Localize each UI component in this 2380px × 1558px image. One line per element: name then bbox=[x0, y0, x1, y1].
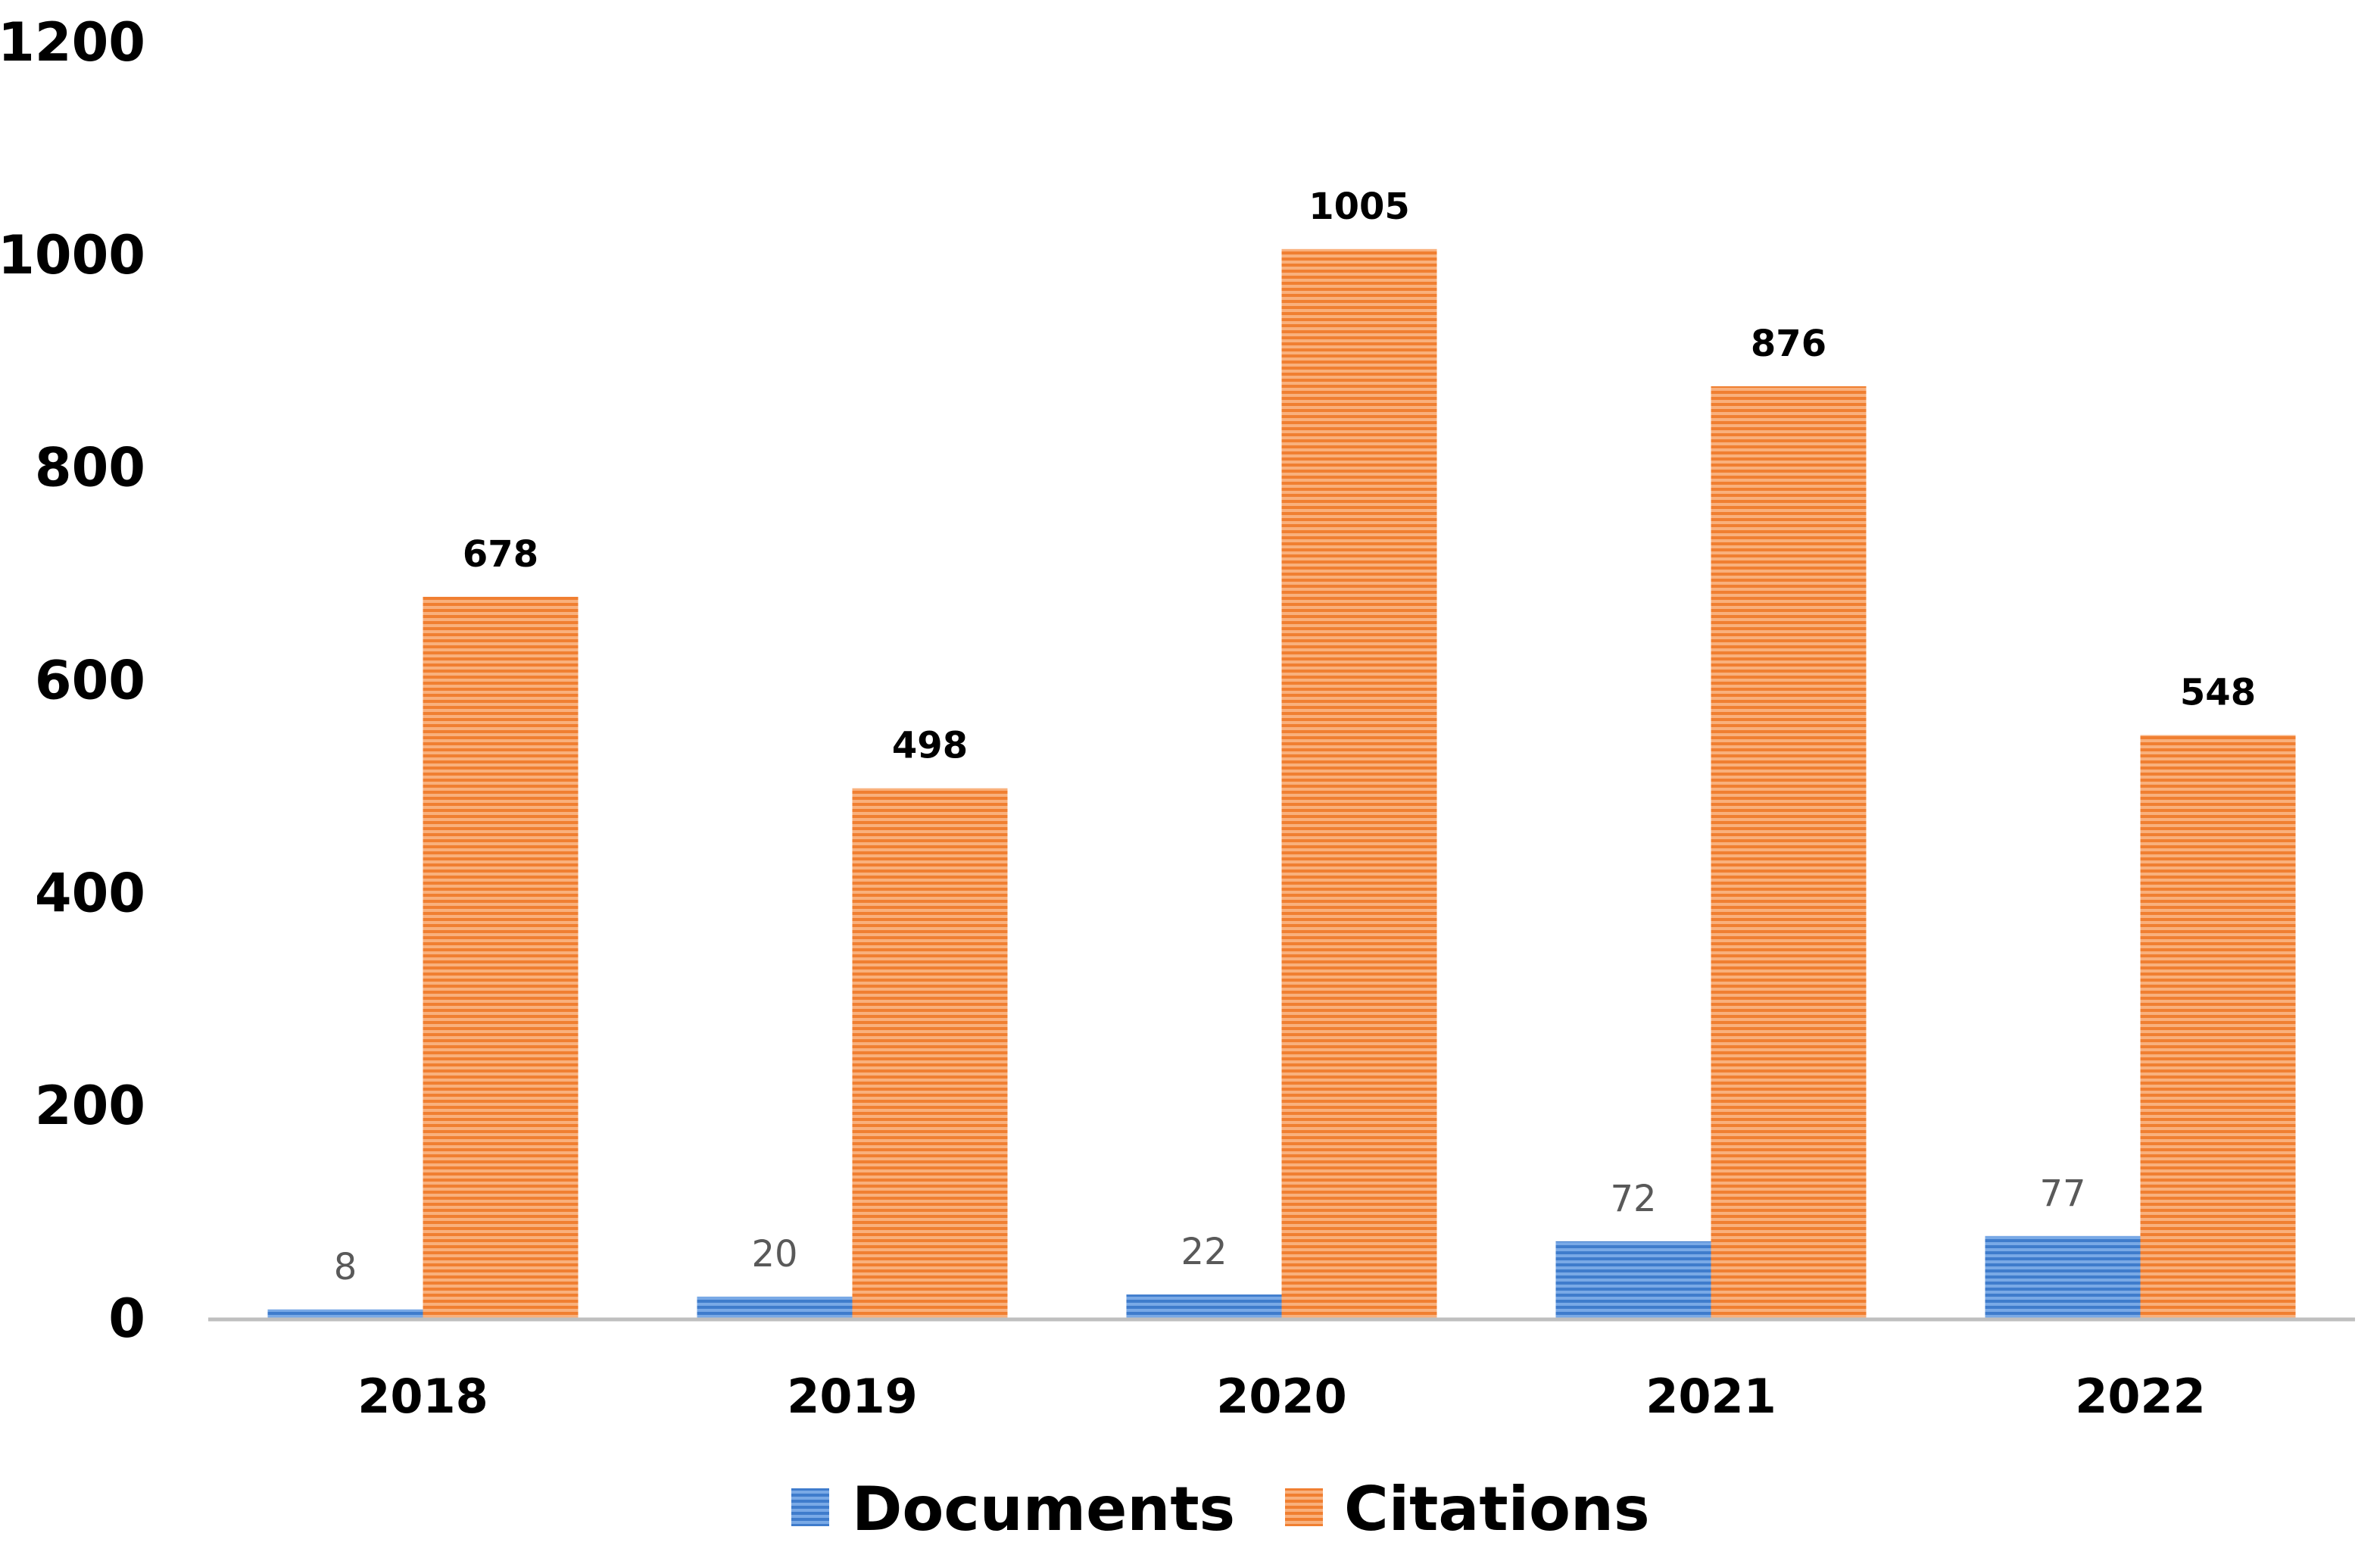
x-tick-label: 2019 bbox=[787, 1369, 918, 1424]
data-label-documents-2021: 72 bbox=[1610, 1178, 1656, 1220]
y-tick-label: 800 bbox=[35, 437, 145, 499]
y-tick-label: 1200 bbox=[0, 11, 145, 73]
data-label-citations-2019: 498 bbox=[892, 725, 968, 767]
y-tick-label: 600 bbox=[35, 650, 145, 712]
data-label-citations-2021: 876 bbox=[1751, 323, 1826, 365]
y-tick-label: 400 bbox=[35, 862, 145, 924]
legend-label-citations: Citations bbox=[1344, 1474, 1650, 1544]
bar-citations-2019 bbox=[852, 788, 1008, 1318]
x-tick-label: 2021 bbox=[1645, 1369, 1776, 1424]
y-tick-label: 200 bbox=[35, 1075, 145, 1137]
y-tick-label: 0 bbox=[108, 1288, 145, 1350]
data-label-documents-2020: 22 bbox=[1181, 1231, 1227, 1273]
bar-citations-2018 bbox=[423, 596, 579, 1318]
bar-documents-2021 bbox=[1555, 1241, 1711, 1318]
bars bbox=[267, 248, 2296, 1319]
bar-documents-2018 bbox=[267, 1309, 423, 1318]
data-labels: 8 678 20 498 22 1005 72 876 77 548 bbox=[334, 186, 2256, 1288]
legend-label-documents: Documents bbox=[852, 1474, 1235, 1544]
bar-citations-2021 bbox=[1711, 386, 1867, 1319]
y-axis: 0 200 400 600 800 1000 1200 bbox=[0, 11, 145, 1350]
data-label-citations-2020: 1005 bbox=[1309, 186, 1410, 228]
data-label-documents-2019: 20 bbox=[751, 1233, 797, 1275]
bar-documents-2020 bbox=[1126, 1294, 1282, 1318]
x-tick-label: 2022 bbox=[2075, 1369, 2206, 1424]
bar-documents-2022 bbox=[1985, 1235, 2141, 1318]
data-label-documents-2018: 8 bbox=[334, 1246, 357, 1288]
data-label-documents-2022: 77 bbox=[2039, 1172, 2085, 1215]
bar-documents-2019 bbox=[697, 1296, 853, 1318]
data-label-citations-2022: 548 bbox=[2180, 672, 2256, 714]
x-tick-label: 2018 bbox=[357, 1369, 488, 1424]
data-label-citations-2018: 678 bbox=[463, 533, 538, 576]
legend-swatch-citations bbox=[1285, 1488, 1323, 1526]
legend: Documents Citations bbox=[791, 1474, 1650, 1544]
x-tick-label: 2020 bbox=[1216, 1369, 1347, 1424]
legend-swatch-documents bbox=[791, 1488, 829, 1526]
y-tick-label: 1000 bbox=[0, 224, 145, 286]
x-axis: 2018 2019 2020 2021 2022 bbox=[357, 1369, 2206, 1424]
bar-citations-2022 bbox=[2140, 735, 2296, 1318]
bar-citations-2020 bbox=[1281, 248, 1437, 1318]
